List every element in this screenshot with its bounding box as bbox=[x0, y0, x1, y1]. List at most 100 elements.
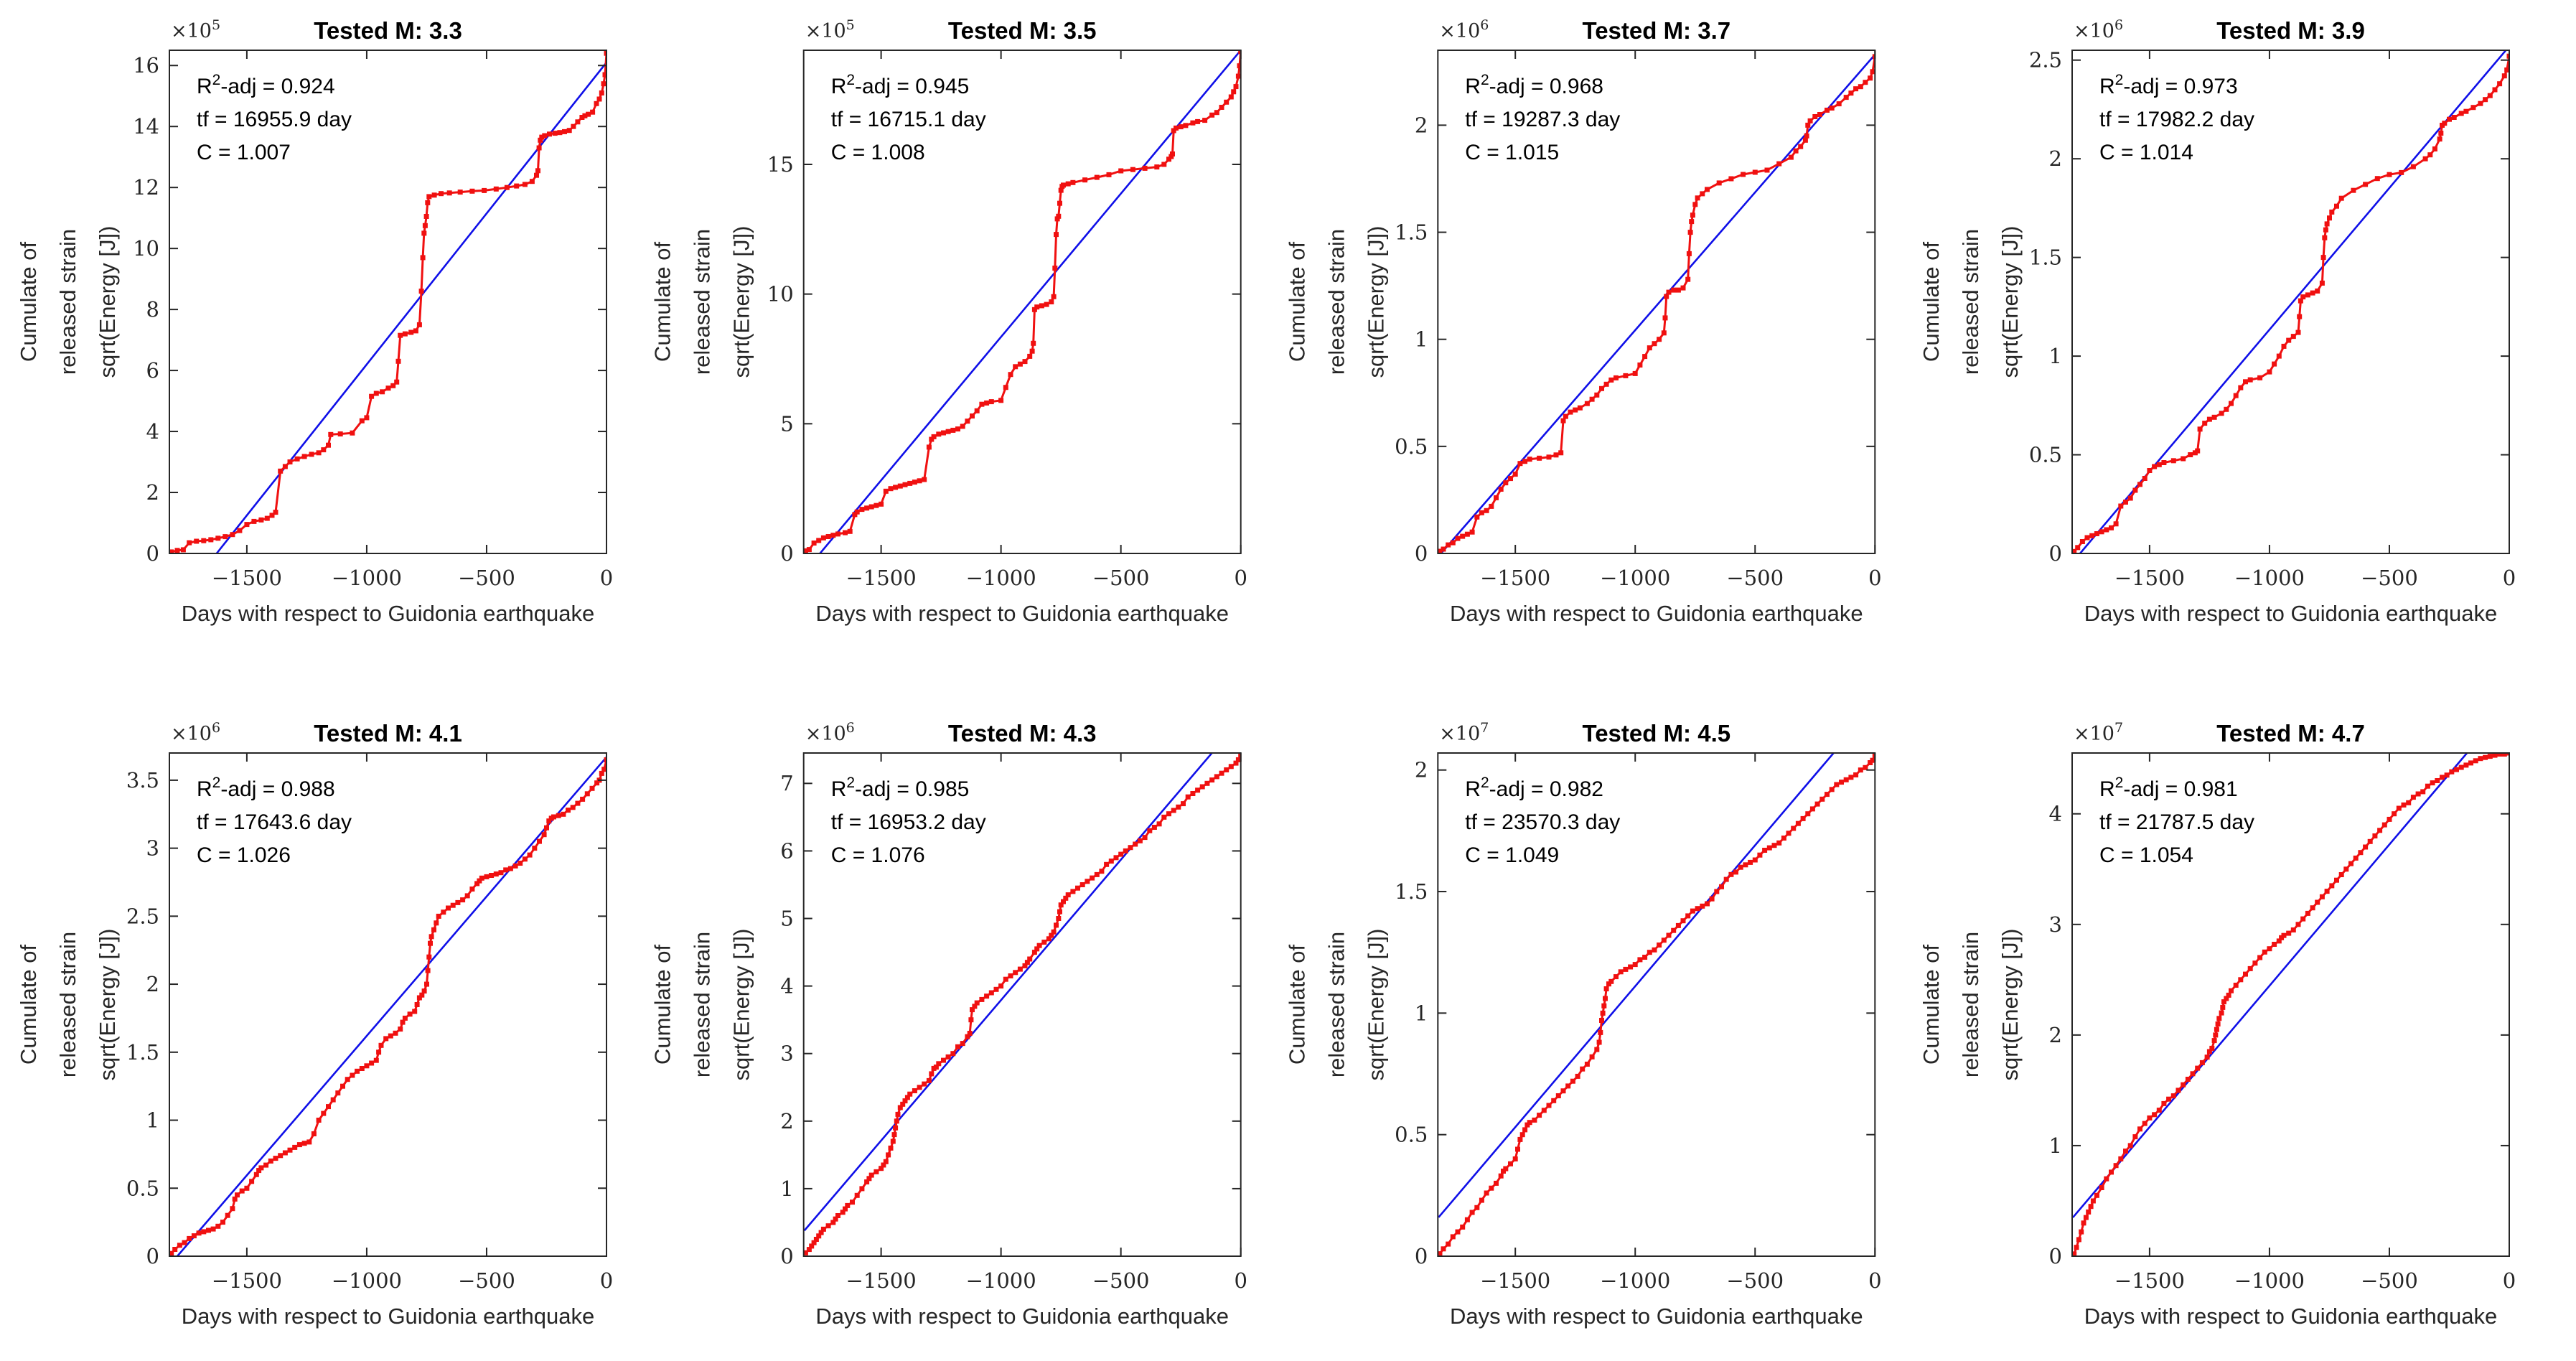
svg-text:C = 1.014: C = 1.014 bbox=[2099, 141, 2193, 164]
svg-text:0: 0 bbox=[2503, 1268, 2516, 1293]
y-tick-labels: 0 0.5 1 1.5 2 bbox=[1395, 113, 1428, 566]
svg-text:0.5: 0.5 bbox=[1395, 434, 1428, 459]
curve-markers bbox=[1438, 54, 1875, 553]
svg-text:12: 12 bbox=[133, 175, 159, 200]
svg-text:0.5: 0.5 bbox=[1395, 1123, 1428, 1147]
svg-text:3: 3 bbox=[2049, 912, 2062, 937]
panel-title: Tested M: 3.7 bbox=[1582, 17, 1730, 44]
svg-text:4: 4 bbox=[2049, 802, 2062, 826]
x-axis-label: Days with respect to Guidonia earthquake bbox=[815, 601, 1229, 626]
svg-text:2: 2 bbox=[1415, 758, 1428, 782]
panel-title: Tested M: 3.5 bbox=[948, 17, 1097, 44]
svg-text:0: 0 bbox=[1868, 566, 1881, 590]
svg-text:1: 1 bbox=[780, 1177, 793, 1201]
svg-text:−1500: −1500 bbox=[212, 566, 282, 590]
svg-text:0: 0 bbox=[1415, 541, 1428, 566]
x-tick-labels: −1500 −1000 −500 0 bbox=[212, 1268, 613, 1293]
y-tick-labels: 0 0.5 1 1.5 2 2.5 bbox=[2029, 48, 2062, 566]
svg-text:0: 0 bbox=[600, 1268, 613, 1293]
y-tick-labels: 0 1 2 3 4 5 6 7 bbox=[780, 771, 793, 1268]
svg-text:0.5: 0.5 bbox=[2029, 443, 2062, 467]
tick-marks bbox=[803, 753, 1242, 1257]
y-tick-labels: 0 5 10 15 bbox=[767, 152, 794, 566]
subplot-tested-m-4-7: −1500 −1000 −500 0 0 1 2 3 4 ×107 Tested M: 4.7 R2-… bbox=[1919, 720, 2516, 1329]
x-axis-label: Days with respect to Guidonia earthquake bbox=[182, 1304, 595, 1329]
svg-text:−500: −500 bbox=[2361, 1268, 2418, 1293]
svg-text:−500: −500 bbox=[1726, 1268, 1784, 1293]
svg-text:1.5: 1.5 bbox=[2029, 245, 2062, 270]
y-axis-label: Cumulate of released strain sqrt(Energy [J… bbox=[1919, 929, 2023, 1081]
svg-text:6: 6 bbox=[146, 358, 159, 383]
y-tick-labels: 0 1 2 3 4 bbox=[2049, 802, 2062, 1268]
fit-line bbox=[2072, 753, 2468, 1218]
svg-text:−1000: −1000 bbox=[966, 1268, 1036, 1293]
svg-text:0: 0 bbox=[146, 541, 159, 566]
svg-text:2: 2 bbox=[146, 480, 159, 505]
stats-annotation: R2-adj = 0.982 tf = 23570.3 day C = 1.049 bbox=[1465, 775, 1620, 867]
tick-marks bbox=[1438, 753, 1876, 1257]
svg-text:−1500: −1500 bbox=[1480, 1268, 1550, 1293]
svg-text:C = 1.049: C = 1.049 bbox=[1465, 843, 1559, 867]
axes-box bbox=[2071, 50, 2510, 554]
stats-annotation: R2-adj = 0.945 tf = 16715.1 day C = 1.008 bbox=[831, 72, 986, 164]
svg-text:1.5: 1.5 bbox=[1395, 879, 1428, 904]
curve-markers bbox=[803, 753, 1241, 1255]
svg-text:0: 0 bbox=[1415, 1244, 1428, 1268]
panel-title: Tested M: 4.1 bbox=[314, 720, 462, 747]
subplot-tested-m-3-7: −1500 −1000 −500 0 0 0.5 1 1.5 2 ×106 Tested M: 3.… bbox=[1284, 17, 1881, 626]
svg-text:R2-adj = 0.968: R2-adj = 0.968 bbox=[1465, 72, 1603, 98]
curve-markers bbox=[1438, 753, 1875, 1256]
subplot-tested-m-4-5: −1500 −1000 −500 0 0 0.5 1 1.5 2 ×107 Tested M: 4.… bbox=[1284, 720, 1881, 1329]
svg-text:1.5: 1.5 bbox=[1395, 220, 1428, 245]
svg-text:R2-adj = 0.973: R2-adj = 0.973 bbox=[2099, 72, 2238, 98]
axis-multiplier: ×106 bbox=[1439, 17, 1489, 42]
svg-text:−1000: −1000 bbox=[2234, 1268, 2305, 1293]
x-tick-labels: −1500 −1000 −500 0 bbox=[846, 1268, 1247, 1293]
panel-title: Tested M: 4.7 bbox=[2216, 720, 2365, 747]
svg-text:0: 0 bbox=[2049, 541, 2062, 566]
tick-marks bbox=[803, 50, 1242, 554]
subplot-tested-m-3-9: −1500 −1000 −500 0 0 0.5 1 1.5 2 2.5 ×106 Tested M:… bbox=[1919, 17, 2516, 626]
svg-text:R2-adj = 0.985: R2-adj = 0.985 bbox=[831, 775, 970, 801]
svg-text:−1000: −1000 bbox=[332, 1268, 402, 1293]
y-tick-labels: 0 0.5 1 1.5 2 bbox=[1395, 758, 1428, 1268]
svg-text:−1000: −1000 bbox=[2234, 566, 2305, 590]
svg-text:tf = 19287.3 day: tf = 19287.3 day bbox=[1465, 108, 1620, 131]
svg-text:2: 2 bbox=[1415, 113, 1428, 137]
x-axis-label: Days with respect to Guidonia earthquake bbox=[2084, 601, 2498, 626]
axis-multiplier: ×106 bbox=[171, 720, 220, 745]
svg-text:R2-adj = 0.982: R2-adj = 0.982 bbox=[1465, 775, 1603, 801]
y-axis-label: Cumulate of released strain sqrt(Energy [J… bbox=[16, 929, 120, 1081]
svg-text:0: 0 bbox=[780, 1244, 793, 1268]
curve-markers bbox=[169, 757, 606, 1256]
axis-multiplier: ×105 bbox=[171, 17, 220, 42]
y-tick-labels: 0 2 4 6 8 10 12 14 16 bbox=[133, 53, 159, 566]
axes-box bbox=[802, 50, 1242, 554]
svg-text:3: 3 bbox=[780, 1042, 793, 1066]
axes-box bbox=[1437, 50, 1876, 554]
svg-text:C = 1.015: C = 1.015 bbox=[1465, 141, 1559, 164]
x-axis-label: Days with respect to Guidonia earthquake bbox=[815, 1304, 1229, 1329]
y-axis-label: Cumulate of released strain sqrt(Energy [J… bbox=[1919, 226, 2023, 378]
svg-text:0: 0 bbox=[2049, 1244, 2062, 1268]
svg-text:1: 1 bbox=[2049, 1133, 2062, 1158]
tick-marks bbox=[169, 753, 607, 1257]
axis-multiplier: ×106 bbox=[805, 720, 855, 745]
fit-line bbox=[177, 756, 606, 1256]
svg-text:0: 0 bbox=[146, 1244, 159, 1268]
svg-text:2.5: 2.5 bbox=[2029, 48, 2062, 73]
svg-text:0: 0 bbox=[1868, 1268, 1881, 1293]
svg-text:10: 10 bbox=[133, 236, 159, 261]
svg-text:C = 1.007: C = 1.007 bbox=[197, 141, 291, 164]
svg-text:−1500: −1500 bbox=[212, 1268, 282, 1293]
fit-line bbox=[1440, 54, 1875, 553]
svg-text:−500: −500 bbox=[2361, 566, 2418, 590]
x-tick-labels: −1500 −1000 −500 0 bbox=[212, 566, 613, 590]
svg-text:−500: −500 bbox=[1726, 566, 1784, 590]
svg-text:R2-adj = 0.924: R2-adj = 0.924 bbox=[197, 72, 335, 98]
svg-text:−500: −500 bbox=[1092, 566, 1150, 590]
stats-annotation: R2-adj = 0.985 tf = 16953.2 day C = 1.076 bbox=[831, 775, 986, 867]
svg-text:C = 1.026: C = 1.026 bbox=[197, 843, 291, 867]
stats-annotation: R2-adj = 0.968 tf = 19287.3 day C = 1.015 bbox=[1465, 72, 1620, 164]
